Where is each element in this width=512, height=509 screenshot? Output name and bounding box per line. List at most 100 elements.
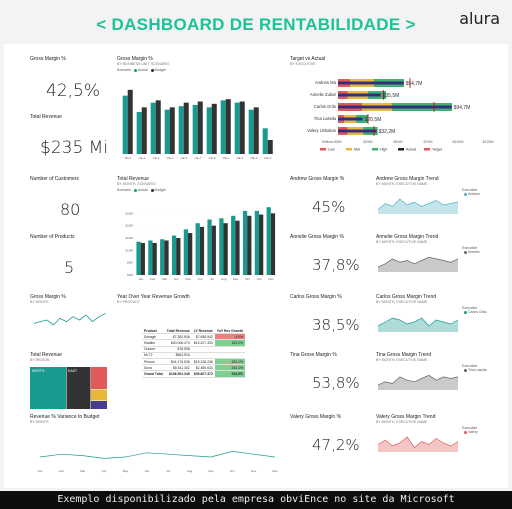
x-tick-label: Aug (221, 277, 227, 281)
bar (253, 107, 259, 154)
chart-title: Total Revenue (30, 352, 62, 358)
bar (152, 242, 157, 275)
chart-gm-by-bu[interactable]: Gross Margin % BY BUSINESS UNIT, SCENARI… (117, 56, 282, 171)
table-cell: Dunage (142, 333, 165, 341)
table-cell: 192,1% (214, 358, 246, 366)
chart-exec-trend[interactable]: Carlos Gross Margin Trend BY MONTH, EXECU… (376, 294, 501, 344)
treemap-label: NORTH (32, 369, 45, 373)
kpi-products[interactable]: Number of Products 5 (30, 234, 110, 284)
chart-subtitle: BY MONTH, EXECUTIVE NAME (376, 420, 428, 424)
actual-data-label: $94,7M (454, 105, 471, 111)
legend-item: High (380, 148, 387, 152)
x-tick-label: Feb (150, 277, 156, 281)
table-cell: $106.591.345 (164, 370, 192, 378)
kpi-label: Number of Products (30, 234, 75, 240)
table-cell: Gunner (142, 346, 165, 353)
x-tick-label: Sep (233, 277, 239, 281)
table-cell: 163,2% (214, 339, 246, 347)
x-tick-label: DE-3 (251, 156, 258, 160)
bar (148, 240, 153, 275)
kpi-exec-gross-margin[interactable]: Valery Gross Margin % 47,2% (290, 414, 370, 464)
table-header-cell[interactable]: LY Revenue (191, 328, 215, 335)
pivot-table: Product Total Revenue LY Revenue YoY Rev Gr… (142, 328, 246, 378)
table-header-cell[interactable]: Product (142, 328, 165, 335)
table-row: Dunage $7.352.636 $7.658.942 -4,0% (142, 333, 246, 341)
chart-revenue-variance[interactable]: Revenue % Variance to Budget BY MONTH Ja… (30, 414, 285, 474)
legend-title: Executive (462, 426, 478, 430)
table-cell: 243,9% (214, 370, 246, 378)
bar (140, 242, 145, 275)
legend-dot-icon (464, 310, 467, 314)
y-tick-label: $0M (127, 273, 133, 277)
exec-trend-area-chart (377, 436, 459, 452)
x-tick-label: Jul (166, 469, 170, 473)
kpi-gross-margin[interactable]: Gross Margin % 42,5% (30, 56, 110, 116)
kpi-exec-gross-margin[interactable]: Andrew Gross Margin % 45% (290, 176, 370, 226)
bar (266, 207, 271, 275)
x-tick-label: Mar (80, 469, 85, 473)
x-tick-label: CE-2 (153, 156, 160, 160)
kpi-total-revenue[interactable]: Total Revenue $235 Mi (30, 114, 110, 164)
bar (235, 220, 240, 275)
legend-title: Executive (462, 306, 478, 310)
legend-dot-icon (150, 188, 154, 192)
legend-item: Budget (154, 68, 166, 72)
legend-title: Executive (462, 364, 478, 368)
yoy-revenue-table[interactable]: Year Over Year Revenue Growth BY PRODUCT… (117, 294, 282, 389)
chart-subtitle: BY MONTH, EXECUTIVE NAME (376, 358, 428, 362)
chart-gm-month[interactable]: Gross Margin % BY MONTH (30, 294, 110, 334)
chart-target-vs-actual[interactable]: Target vs Actual BY EXECUTIVE Andrew Ma $… (290, 56, 500, 171)
legend-item: Low (328, 148, 335, 152)
legend-item: Actual (137, 68, 148, 72)
treemap-cell (66, 367, 91, 409)
table-row: Mr.72 $663.916 (142, 352, 246, 359)
actual-bar (338, 93, 381, 97)
table-cell: Primus (142, 358, 165, 366)
chart-title: Annelie Gross Margin Trend (376, 234, 439, 240)
kpi-exec-gross-margin[interactable]: Annelie Gross Margin % 37,8% (290, 234, 370, 284)
treemap-cell (30, 367, 66, 409)
kpi-exec-gross-margin[interactable]: Tina Gross Margin % 53,8% (290, 352, 370, 402)
chart-revenue-region[interactable]: Total Revenue BY REGION NORTH EAST (30, 352, 110, 422)
bar (242, 210, 248, 275)
chart-legend: Scenario Actual Budget (117, 68, 166, 72)
line-series (33, 312, 106, 326)
legend-title: Executive (462, 246, 478, 250)
x-tick-label: Jun (198, 277, 203, 281)
bar (247, 215, 252, 275)
legend-swatch (424, 148, 430, 151)
kpi-label: Carlos Gross Margin % (290, 294, 342, 300)
bar (234, 102, 240, 154)
chart-exec-trend[interactable]: Valery Gross Margin Trend BY MONTH, EXECU… (376, 414, 501, 464)
treemap-label: EAST (68, 369, 78, 373)
exec-trend-area-chart (377, 317, 459, 332)
x-tick-label: BU1 (125, 156, 131, 160)
legend-item: Target (432, 148, 442, 152)
category-label: Annelie Zubar (310, 92, 337, 97)
table-header-cell[interactable]: YoY Rev Growth (214, 328, 246, 335)
legend-dot-icon (133, 188, 137, 192)
x-tick-label: DE-2 (237, 156, 244, 160)
exec-trend-area-chart (377, 256, 459, 272)
table-header-row: Product Total Revenue LY Revenue YoY Rev Gr… (142, 328, 246, 335)
legend-swatch (372, 148, 378, 151)
x-tick-label: Jul (210, 277, 214, 281)
x-tick-label: Dec (268, 277, 274, 281)
bar (206, 107, 212, 154)
x-tick-label: Oct (245, 277, 250, 281)
bar (183, 229, 189, 275)
x-tick-label: Feb (59, 469, 65, 473)
kpi-exec-gross-margin[interactable]: Carlos Gross Margin % 38,5% (290, 294, 370, 344)
chart-exec-trend[interactable]: Andrew Gross Margin Trend BY MONTH, EXECU… (376, 176, 501, 226)
bar (211, 225, 216, 275)
table-header-cell[interactable]: Total Revenue (164, 328, 192, 335)
bar (220, 100, 226, 154)
chart-legend: Executive Valery (462, 426, 478, 434)
legend-title: Scenario (117, 68, 131, 72)
chart-exec-trend[interactable]: Annelie Gross Margin Trend BY MONTH, EXEC… (376, 234, 501, 284)
kpi-customers[interactable]: Number of Customers 80 (30, 176, 110, 226)
x-tick-label: Oct (230, 469, 235, 473)
chart-total-revenue-month[interactable]: Total Revenue BY MONTH, SCENARIO Scenari… (117, 176, 282, 286)
y-tick-label: $5M (127, 261, 133, 265)
chart-exec-trend[interactable]: Tina Gross Margin Trend BY MONTH, EXECUTI… (376, 352, 501, 402)
